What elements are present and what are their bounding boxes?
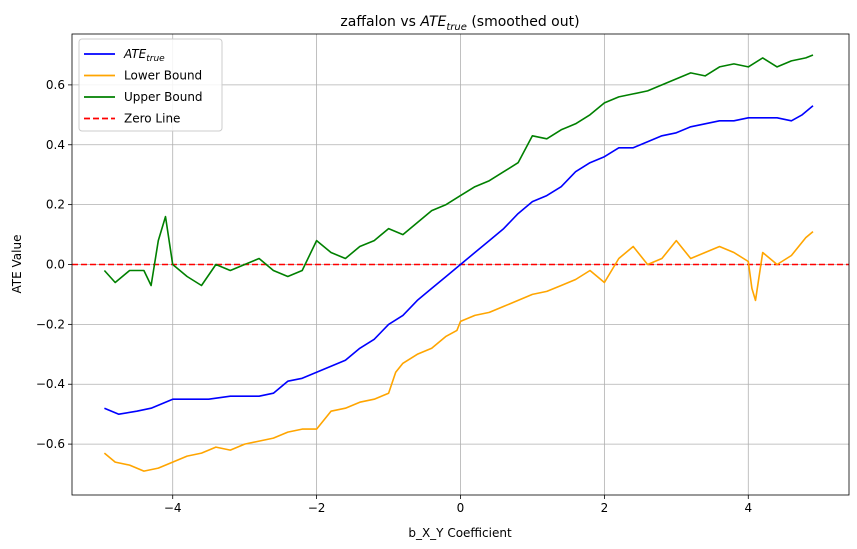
y-tick-label: −0.4 [36,377,65,391]
plot-lines [72,54,849,472]
legend-math-sub: true [146,54,165,64]
legend-math-base: ATE [123,47,147,61]
x-tick-label: 2 [601,501,609,515]
x-axis-label: b_X_Y Coefficient [408,526,512,540]
x-tick-label: 0 [457,501,465,515]
y-tick-label: 0.6 [46,78,65,92]
chart-title: zaffalon vs ATEtrue (smoothed out) [340,14,579,33]
y-tick-label: 0.4 [46,138,65,152]
legend-label-upper-bound: Upper Bound [124,90,203,104]
x-tick-label: −4 [164,501,182,515]
x-tick-label: 4 [744,501,752,515]
ticks: −4 −2 0 2 4 −0.6 −0.4 −0.2 0.0 0.2 0.4 0.6 [36,78,752,515]
legend: ATEtrue Lower Bound Upper Bound Zero Line [78,38,223,132]
series-line-upper-bound [103,54,814,287]
legend-label-lower-bound: Lower Bound [124,69,202,83]
legend-box [78,38,223,132]
y-axis-label: ATE Value [10,235,24,294]
legend-label-zero-line: Zero Line [124,112,180,126]
series-line-ate-true [104,105,814,415]
legend-label-ate-true: ATEtrue [123,47,165,64]
y-tick-label: −0.6 [36,437,65,451]
x-tick-label: −2 [308,501,326,515]
y-tick-label: 0.2 [46,198,65,212]
title-math-base: ATE [419,14,446,30]
title-suffix: (smoothed out) [467,14,580,30]
y-tick-label: −0.2 [36,317,65,331]
series-line-lower-bound [103,230,814,472]
title-math-sub: true [446,22,467,33]
y-tick-label: 0.0 [46,258,65,272]
title-prefix: zaffalon vs [340,14,420,30]
